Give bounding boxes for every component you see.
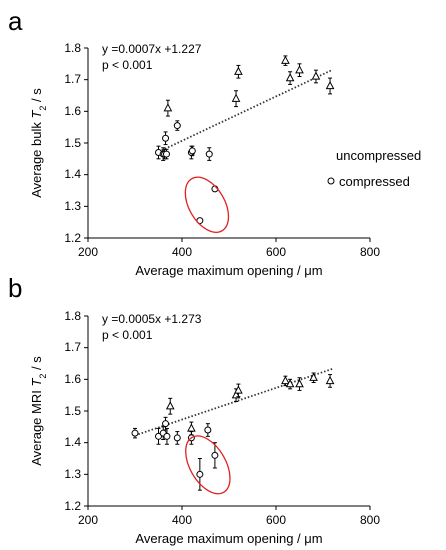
panel-a-point-uncompressed [285, 73, 295, 82]
panel-a-y-axis-label: Average bulk T2 / s [29, 88, 48, 198]
panel-b-y-axis-label: Average MRI T2 / s [29, 356, 48, 466]
panel-b-point-uncompressed [281, 375, 290, 385]
panel-b-point-uncompressed [165, 401, 175, 410]
panel-b-point-uncompressed [285, 379, 295, 388]
panel-b-point-compressed [163, 432, 171, 440]
panel-b-y-tick-label: 1.4 [64, 435, 81, 449]
panel-b-x-axis-label: Average maximum opening / μm [135, 531, 322, 546]
panel-a-y-tick-label: 1.5 [64, 136, 81, 150]
panel-b-regression-equation: y =0.0005x +1.273 [102, 312, 202, 326]
panel-a-point-uncompressed [234, 66, 243, 75]
legend-label-uncompressed: uncompressed [336, 148, 421, 163]
panel-a-x-axis-label: Average maximum opening / μm [135, 263, 322, 278]
panel-a-x-tick-label: 200 [78, 245, 98, 259]
panel-b-point-compressed [173, 434, 181, 442]
panel-a-point-uncompressed [281, 55, 290, 64]
panel-a-point-uncompressed [295, 65, 304, 74]
panel-b-plot-area: 1.2 1.3 1.4 1.5 1.6 1.7 1.8 200 400 600 … [29, 309, 380, 546]
panel-a-point-uncompressed [163, 103, 173, 112]
panel-b-x-tick-label: 400 [172, 513, 192, 527]
panel-b-x-tick-label: 200 [78, 513, 98, 527]
panel-a: a 1.2 1.3 1.4 1.5 1.6 1.7 1.8 200 400 60… [8, 6, 421, 278]
panel-a-x-tick-label: 600 [266, 245, 286, 259]
panel-b-point-compressed [155, 432, 162, 440]
panel-a-legend: uncompressed compressed [327, 148, 421, 189]
panel-a-y-tick-label: 1.4 [64, 167, 81, 181]
panel-b-point-uncompressed [295, 379, 304, 388]
panel-b-y-tick-label: 1.5 [64, 404, 81, 418]
panel-b-point-uncompressed [187, 423, 196, 432]
panel-b-highlight-ellipse [185, 435, 231, 495]
legend-label-compressed: compressed [339, 174, 410, 189]
panel-b: b 1.2 1.3 1.4 1.5 1.6 1.7 1.8 200 400 60… [8, 273, 380, 546]
panel-b-point-compressed [211, 451, 219, 459]
panel-a-highlight-ellipse [184, 176, 230, 233]
panel-a-regression-equation: y =0.0007x +1.227 [102, 42, 202, 56]
panel-b-point-compressed [162, 420, 170, 428]
panel-b-y-tick-label: 1.8 [64, 309, 81, 323]
panel-a-y-tick-label: 1.3 [64, 199, 81, 213]
panel-a-label: a [8, 6, 23, 36]
legend-marker-compressed [327, 177, 335, 185]
panel-b-point-uncompressed [325, 375, 335, 385]
panel-a-trendline [158, 69, 333, 153]
panel-b-x-tick-label: 800 [360, 513, 380, 527]
panel-a-point-compressed [162, 150, 170, 158]
panel-b-point-compressed [204, 426, 212, 434]
panel-a-p-value: p < 0.001 [102, 58, 153, 72]
panel-b-label: b [8, 273, 22, 303]
panel-b-p-value: p < 0.001 [102, 328, 153, 342]
panel-b-point-uncompressed [234, 385, 243, 394]
panel-a-y-tick-label: 1.6 [64, 104, 81, 118]
panel-a-x-tick-label: 400 [172, 245, 192, 259]
panel-b-y-tick-label: 1.7 [64, 340, 81, 354]
panel-b-y-tick-label: 1.6 [64, 372, 81, 386]
panel-b-point-compressed [131, 429, 139, 437]
panel-b-point-uncompressed [309, 372, 318, 381]
panel-b-y-tick-label: 1.2 [64, 499, 81, 513]
panel-b-point-uncompressed [231, 390, 241, 399]
panel-a-point-uncompressed [231, 93, 241, 102]
panel-a-point-compressed [188, 147, 196, 155]
panel-a-point-compressed [162, 134, 170, 142]
panel-a-x-tick-label: 800 [360, 245, 380, 259]
panel-a-point-uncompressed [325, 80, 335, 90]
panel-b-x-tick-label: 600 [266, 513, 286, 527]
panel-a-y-tick-label: 1.2 [64, 231, 81, 245]
panel-b-y-tick-label: 1.3 [64, 467, 81, 481]
panel-a-point-uncompressed [311, 71, 321, 80]
panel-b-point-compressed [196, 470, 204, 478]
panel-a-plot-area: 1.2 1.3 1.4 1.5 1.6 1.7 1.8 200 400 600 … [29, 41, 380, 278]
panel-a-point-compressed [205, 150, 213, 158]
panel-a-y-tick-label: 1.8 [64, 41, 81, 55]
panel-a-y-tick-label: 1.7 [64, 72, 81, 86]
panel-a-point-compressed [173, 122, 181, 130]
